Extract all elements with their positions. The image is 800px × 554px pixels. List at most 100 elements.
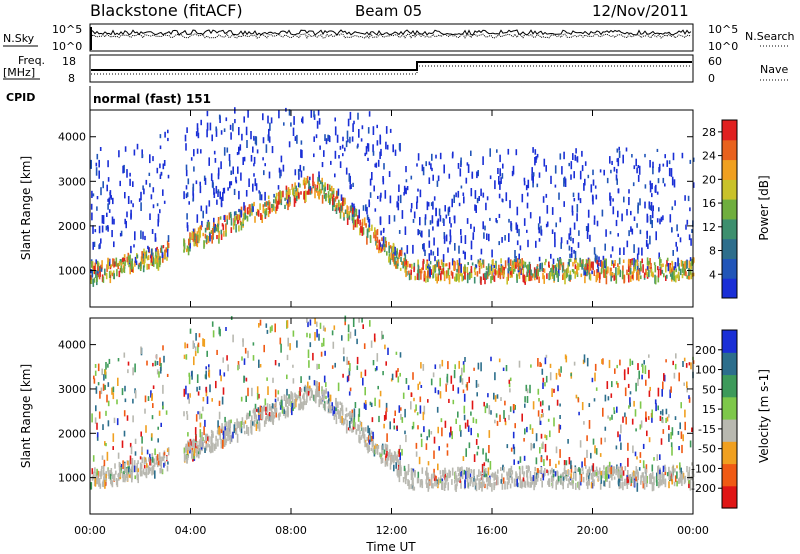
range-cell <box>309 319 312 326</box>
range-cell <box>514 405 516 410</box>
range-cell <box>183 191 185 200</box>
range-cell <box>353 208 355 218</box>
range-cell <box>201 220 203 228</box>
range-cell <box>430 378 433 386</box>
range-cell <box>223 215 225 220</box>
range-cell <box>155 248 157 252</box>
range-cell <box>454 470 457 479</box>
range-cell <box>300 191 302 195</box>
range-cell <box>544 382 546 387</box>
range-cell <box>100 187 102 196</box>
range-cell <box>593 215 596 220</box>
range-cell <box>577 397 580 403</box>
range-cell <box>374 445 377 454</box>
y-tick-label: 2000 <box>58 220 86 233</box>
range-cell <box>691 427 693 432</box>
range-cell <box>206 122 209 131</box>
range-cell <box>328 398 330 404</box>
range-cell <box>349 411 351 419</box>
range-cell <box>411 480 414 486</box>
range-cell <box>587 174 590 179</box>
range-cell <box>424 214 427 220</box>
range-cell <box>302 166 305 171</box>
range-cell <box>527 269 529 273</box>
range-cell <box>671 176 674 186</box>
range-cell <box>204 233 207 239</box>
range-cell <box>222 224 225 231</box>
range-cell <box>624 387 627 397</box>
range-cell <box>489 479 491 488</box>
range-cell <box>394 410 396 416</box>
range-cell <box>253 173 255 177</box>
range-cell <box>195 441 198 447</box>
range-cell <box>301 116 304 124</box>
range-cell <box>508 233 510 242</box>
range-cell <box>616 168 618 174</box>
range-cell <box>370 340 373 348</box>
range-cell <box>261 410 264 418</box>
range-cell <box>245 395 247 402</box>
range-cell <box>639 401 642 409</box>
range-cell <box>189 232 191 241</box>
range-cell <box>402 261 404 269</box>
range-cell <box>211 433 213 439</box>
range-cell <box>608 461 611 467</box>
range-cell <box>649 386 651 391</box>
range-cell <box>232 334 234 343</box>
range-cell <box>410 269 412 275</box>
range-cell <box>661 479 663 486</box>
range-cell <box>629 259 632 264</box>
range-cell <box>346 216 349 225</box>
range-cell <box>246 215 249 222</box>
range-cell <box>595 194 598 200</box>
power-colorbar-tick-label: 8 <box>709 245 716 258</box>
range-cell <box>213 443 216 451</box>
range-cell <box>502 367 505 371</box>
range-cell <box>120 230 123 237</box>
range-cell <box>458 477 461 481</box>
range-cell <box>208 157 210 166</box>
range-cell <box>445 234 448 242</box>
range-cell <box>568 457 571 465</box>
range-cell <box>488 405 491 415</box>
nsky-tick-top: 10^5 <box>52 23 82 36</box>
range-cell <box>239 144 242 151</box>
range-cell <box>332 196 334 206</box>
range-cell <box>325 382 327 388</box>
range-cell <box>235 179 238 184</box>
range-cell <box>470 223 472 229</box>
range-cell <box>430 249 432 256</box>
range-cell <box>352 123 354 132</box>
range-cell <box>257 210 260 217</box>
range-cell <box>556 263 558 267</box>
range-cell <box>529 212 532 219</box>
range-cell <box>195 333 197 341</box>
range-cell <box>526 426 528 433</box>
range-cell <box>473 276 476 284</box>
range-cell <box>438 446 440 451</box>
range-cell <box>235 211 237 215</box>
range-cell <box>132 415 134 423</box>
range-cell <box>197 391 200 396</box>
range-cell <box>236 217 239 225</box>
range-cell <box>665 275 667 281</box>
range-cell <box>572 480 574 489</box>
range-cell <box>393 464 395 472</box>
range-cell <box>672 250 674 256</box>
range-cell <box>306 394 308 403</box>
range-cell <box>310 187 313 194</box>
range-cell <box>269 122 271 131</box>
range-cell <box>605 467 607 476</box>
range-cell <box>675 241 677 247</box>
range-cell <box>340 205 343 212</box>
range-cell <box>152 362 154 367</box>
range-cell <box>107 468 110 473</box>
range-cell <box>217 438 219 447</box>
range-cell <box>391 245 393 253</box>
range-cell <box>600 472 602 480</box>
range-cell <box>605 258 607 266</box>
range-cell <box>296 396 299 401</box>
range-cell <box>107 203 109 210</box>
range-cell <box>202 397 205 402</box>
